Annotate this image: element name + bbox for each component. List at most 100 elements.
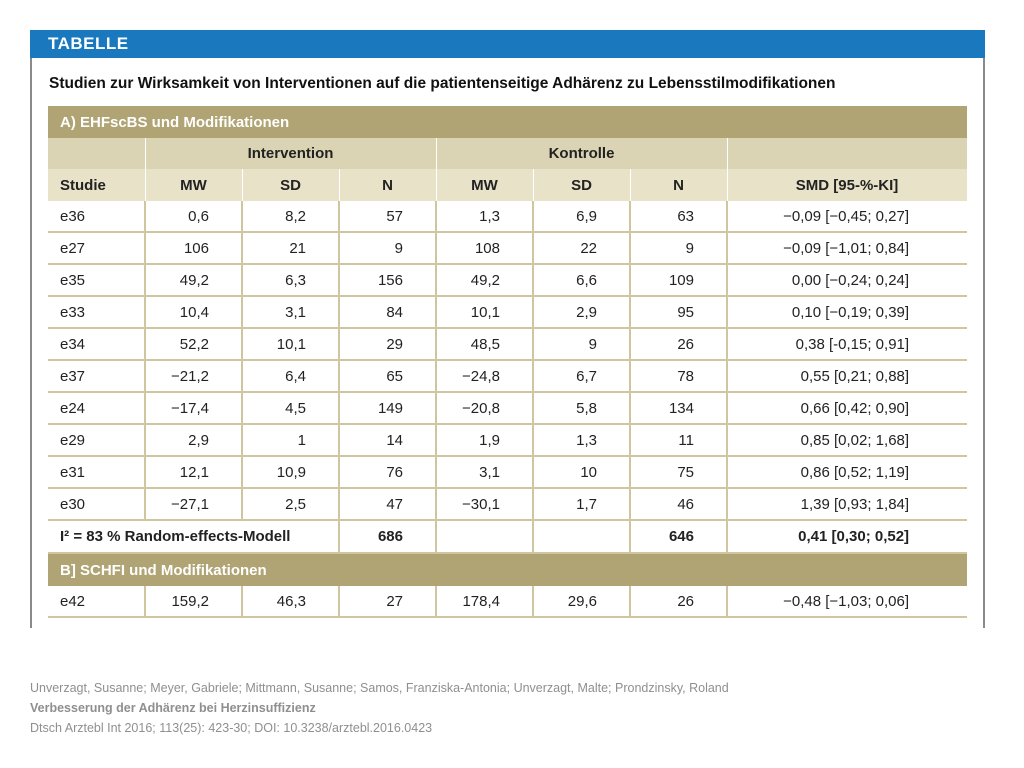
cell-sd-kon: 6,7 (533, 360, 631, 393)
cell-n-kon: 26 (630, 328, 728, 361)
cell-sd-int: 4,5 (242, 392, 340, 425)
table-row: e31 12,1 10,9 76 3,1 10 75 0,86 [0,52; 1,19] (48, 456, 968, 489)
cell-sd-kon: 29,6 (533, 586, 631, 618)
cell-mw-int: −27,1 (145, 488, 243, 521)
cell-mw-kon: −20,8 (436, 392, 534, 425)
group-intervention: Intervention (145, 138, 437, 169)
cell-sd-kon: 6,6 (533, 264, 631, 297)
cell-studie: e34 (48, 328, 146, 361)
cell-n-kon: 109 (630, 264, 728, 297)
section-b-title: B] SCHFI und Modifikationen (48, 553, 968, 586)
col-header-sd-kon: SD (533, 169, 631, 201)
col-header-mw-int: MW (145, 169, 243, 201)
citation-title: Verbesserung der Adhärenz bei Herzinsuff… (30, 701, 316, 715)
cell-mw-kon: 49,2 (436, 264, 534, 297)
table-row: e30 −27,1 2,5 47 −30,1 1,7 46 1,39 [0,93; 1,84] (48, 488, 968, 521)
cell-mw-int: 159,2 (145, 586, 243, 618)
cell-n-int: 9 (339, 232, 437, 265)
cell-mw-int: −21,2 (145, 360, 243, 393)
cell-smd: 0,00 [−0,24; 0,24] (727, 264, 968, 297)
cell-n-kon: 63 (630, 201, 728, 233)
cell-mw-int: 2,9 (145, 424, 243, 457)
group-header-row: Intervention Kontrolle (48, 138, 968, 169)
col-header-sd-int: SD (242, 169, 340, 201)
cell-n-kon: 134 (630, 392, 728, 425)
cell-n-int: 57 (339, 201, 437, 233)
group-kontrolle: Kontrolle (436, 138, 728, 169)
frame-left-line (30, 58, 32, 628)
cell-n-kon: 75 (630, 456, 728, 489)
cell-n-int: 84 (339, 296, 437, 329)
cell-n-int: 14 (339, 424, 437, 457)
cell-smd: 0,66 [0,42; 0,90] (727, 392, 968, 425)
section-a-title: A) EHFscBS und Modifikationen (48, 106, 968, 138)
cell-mw-kon: −24,8 (436, 360, 534, 393)
section-a-header: A) EHFscBS und Modifikationen (48, 106, 968, 138)
cell-n-int: 65 (339, 360, 437, 393)
cell-smd: −0,09 [−0,45; 0,27] (727, 201, 968, 233)
summary-n-int: 686 (339, 520, 437, 554)
cell-studie: e30 (48, 488, 146, 521)
table-row: e33 10,4 3,1 84 10,1 2,9 95 0,10 [−0,19; 0,39] (48, 296, 968, 329)
cell-studie: e29 (48, 424, 146, 457)
col-header-n-int: N (339, 169, 437, 201)
cell-n-int: 47 (339, 488, 437, 521)
table-row: e42 159,2 46,3 27 178,4 29,6 26 −0,48 [−1,03; 0… (48, 586, 968, 618)
cell-smd: 1,39 [0,93; 1,84] (727, 488, 968, 521)
section-b-header: B] SCHFI und Modifikationen (48, 553, 968, 586)
cell-n-int: 156 (339, 264, 437, 297)
results-table: A) EHFscBS und Modifikationen Interventi… (48, 106, 968, 618)
cell-mw-int: 10,4 (145, 296, 243, 329)
cell-n-kon: 46 (630, 488, 728, 521)
column-header-row: Studie MW SD N MW SD N SMD [95-%-KI] (48, 169, 968, 201)
table-row: e27 106 21 9 108 22 9 −0,09 [−1,01; 0,84] (48, 232, 968, 265)
cell-sd-int: 6,3 (242, 264, 340, 297)
table-caption: Studien zur Wirksamkeit von Intervention… (49, 75, 836, 92)
cell-smd: −0,09 [−1,01; 0,84] (727, 232, 968, 265)
summary-empty (436, 520, 534, 554)
table-row: e24 −17,4 4,5 149 −20,8 5,8 134 0,66 [0,42; 0,9… (48, 392, 968, 425)
cell-sd-kon: 2,9 (533, 296, 631, 329)
cell-studie: e36 (48, 201, 146, 233)
cell-mw-kon: 178,4 (436, 586, 534, 618)
summary-smd: 0,41 [0,30; 0,52] (727, 520, 968, 554)
cell-studie: e27 (48, 232, 146, 265)
cell-sd-kon: 1,3 (533, 424, 631, 457)
cell-sd-kon: 5,8 (533, 392, 631, 425)
cell-mw-kon: 108 (436, 232, 534, 265)
summary-n-kon: 646 (630, 520, 728, 554)
cell-n-kon: 9 (630, 232, 728, 265)
table-row: e34 52,2 10,1 29 48,5 9 26 0,38 [-0,15; 0,91] (48, 328, 968, 361)
summary-row: I² = 83 % Random-effects-Modell 686 646 0,4… (48, 520, 968, 554)
table-row: e35 49,2 6,3 156 49,2 6,6 109 0,00 [−0,24; 0,24… (48, 264, 968, 297)
cell-smd: 0,55 [0,21; 0,88] (727, 360, 968, 393)
table-row: e29 2,9 1 14 1,9 1,3 11 0,85 [0,02; 1,68] (48, 424, 968, 457)
cell-n-int: 29 (339, 328, 437, 361)
cell-sd-int: 1 (242, 424, 340, 457)
cell-mw-kon: 1,3 (436, 201, 534, 233)
cell-n-kon: 95 (630, 296, 728, 329)
citation-authors: Unverzagt, Susanne; Meyer, Gabriele; Mit… (30, 681, 729, 695)
cell-mw-kon: −30,1 (436, 488, 534, 521)
col-header-studie: Studie (48, 169, 146, 201)
cell-n-kon: 26 (630, 586, 728, 618)
citation: Unverzagt, Susanne; Meyer, Gabriele; Mit… (30, 678, 729, 738)
cell-mw-int: 0,6 (145, 201, 243, 233)
cell-sd-kon: 1,7 (533, 488, 631, 521)
table-figure: TABELLE Studien zur Wirksamkeit von Inte… (30, 30, 985, 628)
cell-sd-int: 21 (242, 232, 340, 265)
col-header-n-kon: N (630, 169, 728, 201)
cell-sd-int: 3,1 (242, 296, 340, 329)
cell-n-int: 27 (339, 586, 437, 618)
cell-mw-kon: 3,1 (436, 456, 534, 489)
cell-sd-int: 10,9 (242, 456, 340, 489)
cell-mw-int: 52,2 (145, 328, 243, 361)
cell-smd: 0,38 [-0,15; 0,91] (727, 328, 968, 361)
cell-n-int: 76 (339, 456, 437, 489)
cell-mw-kon: 48,5 (436, 328, 534, 361)
cell-studie: e24 (48, 392, 146, 425)
cell-studie: e33 (48, 296, 146, 329)
cell-mw-int: 12,1 (145, 456, 243, 489)
group-empty-cell (48, 138, 146, 169)
cell-studie: e35 (48, 264, 146, 297)
